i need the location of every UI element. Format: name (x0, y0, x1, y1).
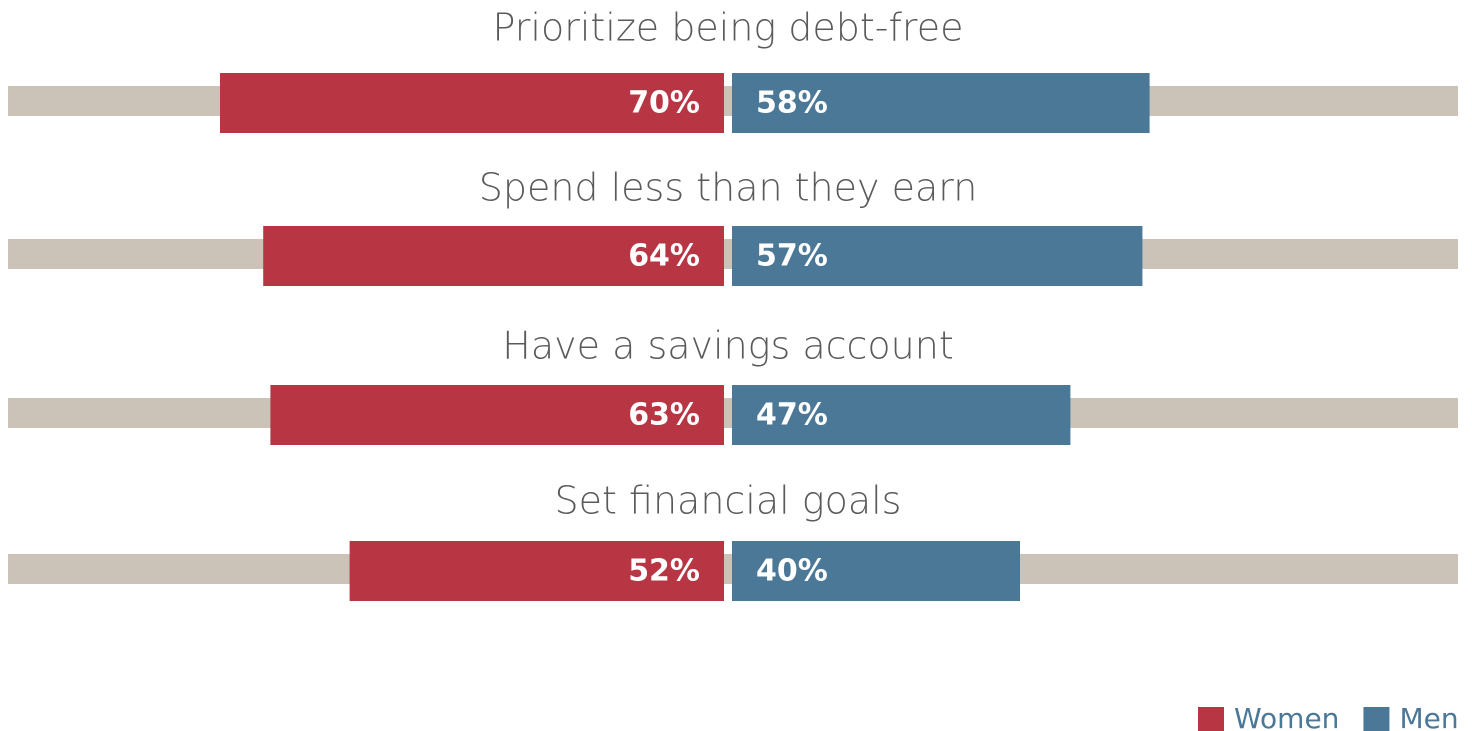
value-label: 58% (756, 86, 828, 121)
legend-swatch (1363, 707, 1390, 731)
value-label: 63% (628, 398, 700, 433)
value-label: 47% (756, 398, 828, 433)
value-label: 52% (628, 554, 700, 589)
bar (270, 385, 724, 445)
bar (732, 226, 1143, 286)
bar (349, 541, 724, 601)
bar (263, 226, 724, 286)
legend-label: Women (1234, 702, 1339, 731)
value-label: 40% (756, 554, 828, 589)
legend-label: Men (1399, 702, 1458, 731)
category-label: Prioritize being debt-free (493, 6, 964, 50)
value-label: 64% (628, 239, 700, 274)
bar (220, 73, 724, 133)
value-label: 70% (628, 86, 700, 121)
legend-swatch (1198, 707, 1224, 731)
category-label: Have a savings account (502, 324, 953, 368)
value-label: 57% (756, 239, 828, 274)
bar (732, 73, 1150, 133)
category-label: Set financial goals (555, 479, 902, 523)
category-label: Spend less than they earn (479, 166, 978, 210)
bar (732, 541, 1020, 601)
bar (732, 385, 1071, 445)
